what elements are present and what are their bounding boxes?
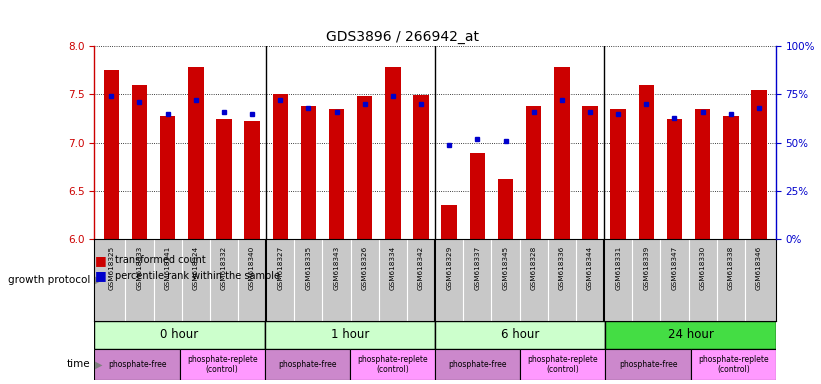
Bar — [264, 321, 435, 349]
Bar — [606, 321, 776, 349]
Text: 1 hour: 1 hour — [331, 328, 369, 341]
Bar — [695, 109, 710, 239]
Text: phosphate-replete
(control): phosphate-replete (control) — [357, 355, 428, 374]
Bar — [526, 106, 541, 239]
Bar — [723, 116, 739, 239]
Bar — [435, 349, 521, 380]
Bar — [611, 109, 626, 239]
Bar — [329, 109, 344, 239]
Bar — [131, 85, 147, 239]
Text: phosphate-free: phosphate-free — [448, 360, 507, 369]
Text: GDS3896 / 266942_at: GDS3896 / 266942_at — [326, 30, 479, 44]
Bar — [300, 106, 316, 239]
Bar — [245, 121, 259, 239]
Text: GSM618330: GSM618330 — [699, 246, 705, 290]
Bar — [350, 349, 435, 380]
Text: GSM618338: GSM618338 — [727, 246, 734, 290]
Text: phosphate-replete
(control): phosphate-replete (control) — [528, 355, 599, 374]
Bar — [554, 67, 570, 239]
Text: GSM618346: GSM618346 — [756, 246, 762, 290]
Text: GSM618339: GSM618339 — [644, 246, 649, 290]
Bar — [435, 321, 606, 349]
Text: ■: ■ — [94, 254, 106, 267]
Text: 0 hour: 0 hour — [160, 328, 199, 341]
Bar — [103, 70, 119, 239]
Bar — [188, 67, 204, 239]
Bar — [606, 349, 690, 380]
Text: phosphate-free: phosphate-free — [108, 360, 167, 369]
Bar — [216, 119, 232, 239]
Bar — [639, 85, 654, 239]
Text: GSM618336: GSM618336 — [559, 246, 565, 290]
Text: GSM618347: GSM618347 — [672, 246, 677, 290]
Text: GSM618326: GSM618326 — [362, 246, 368, 290]
Text: GSM618333: GSM618333 — [136, 246, 143, 290]
Text: GSM618324: GSM618324 — [193, 246, 199, 290]
Text: GSM618344: GSM618344 — [587, 246, 593, 290]
Bar — [470, 153, 485, 239]
Text: GSM618329: GSM618329 — [446, 246, 452, 290]
Text: phosphate-replete
(control): phosphate-replete (control) — [187, 355, 258, 374]
Bar — [498, 179, 513, 239]
Text: GSM618331: GSM618331 — [615, 246, 621, 290]
Bar — [413, 95, 429, 239]
Text: phosphate-free: phosphate-free — [278, 360, 337, 369]
Text: GSM618345: GSM618345 — [502, 246, 508, 290]
Bar — [521, 349, 606, 380]
Bar — [94, 349, 180, 380]
Text: GSM618334: GSM618334 — [390, 246, 396, 290]
Bar — [94, 321, 264, 349]
Bar — [180, 349, 264, 380]
Text: GSM618342: GSM618342 — [418, 246, 424, 290]
Text: ■: ■ — [94, 269, 106, 282]
Text: 24 hour: 24 hour — [667, 328, 713, 341]
Text: GSM618327: GSM618327 — [277, 246, 283, 290]
Text: GSM618325: GSM618325 — [108, 246, 114, 290]
Text: phosphate-free: phosphate-free — [619, 360, 677, 369]
Bar — [357, 96, 373, 239]
Bar — [582, 106, 598, 239]
Text: ▶: ▶ — [95, 359, 103, 369]
Bar — [264, 349, 350, 380]
Text: 6 hour: 6 hour — [501, 328, 539, 341]
Text: GSM618337: GSM618337 — [475, 246, 480, 290]
Text: growth protocol: growth protocol — [8, 275, 90, 285]
Text: GSM618340: GSM618340 — [249, 246, 255, 290]
Text: GSM618343: GSM618343 — [333, 246, 340, 290]
Text: transformed count: transformed count — [115, 255, 206, 265]
Text: phosphate-replete
(control): phosphate-replete (control) — [698, 355, 768, 374]
Bar — [751, 89, 767, 239]
Text: percentile rank within the sample: percentile rank within the sample — [115, 271, 280, 281]
Bar — [273, 94, 288, 239]
Text: ▶: ▶ — [95, 275, 103, 285]
Bar — [160, 116, 176, 239]
Text: GSM618332: GSM618332 — [221, 246, 227, 290]
Bar — [442, 205, 457, 239]
Bar — [385, 67, 401, 239]
Bar — [690, 349, 776, 380]
Text: GSM618341: GSM618341 — [165, 246, 171, 290]
Text: GSM618335: GSM618335 — [305, 246, 311, 290]
Bar — [667, 119, 682, 239]
Text: GSM618328: GSM618328 — [530, 246, 537, 290]
Text: time: time — [67, 359, 90, 369]
